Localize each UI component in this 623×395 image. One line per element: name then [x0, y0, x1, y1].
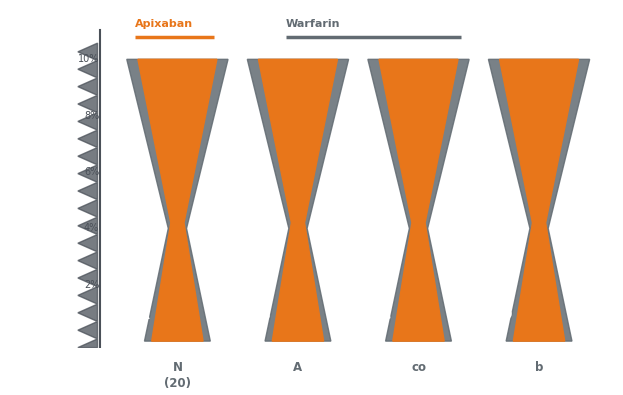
Polygon shape: [488, 59, 590, 341]
Polygon shape: [368, 59, 469, 341]
Polygon shape: [259, 59, 338, 341]
Text: 6%: 6%: [84, 167, 99, 177]
Polygon shape: [247, 59, 349, 341]
Text: A: A: [293, 361, 303, 374]
Text: N
(20): N (20): [164, 361, 191, 389]
Polygon shape: [138, 59, 217, 341]
Text: A: A: [140, 308, 150, 322]
Polygon shape: [78, 43, 97, 348]
Text: B: B: [260, 308, 270, 322]
Text: Apixaban: Apixaban: [135, 19, 193, 28]
Polygon shape: [379, 59, 458, 341]
Text: 4%: 4%: [84, 224, 99, 233]
Text: 8%: 8%: [84, 111, 99, 121]
Text: D: D: [501, 308, 513, 322]
Text: 2%: 2%: [84, 280, 99, 290]
Polygon shape: [500, 59, 579, 341]
Text: Warfarin: Warfarin: [286, 19, 340, 28]
Text: co: co: [411, 361, 426, 374]
Polygon shape: [126, 59, 228, 341]
Text: b: b: [535, 361, 543, 374]
Text: C: C: [381, 308, 391, 322]
Text: 10%: 10%: [78, 55, 99, 64]
